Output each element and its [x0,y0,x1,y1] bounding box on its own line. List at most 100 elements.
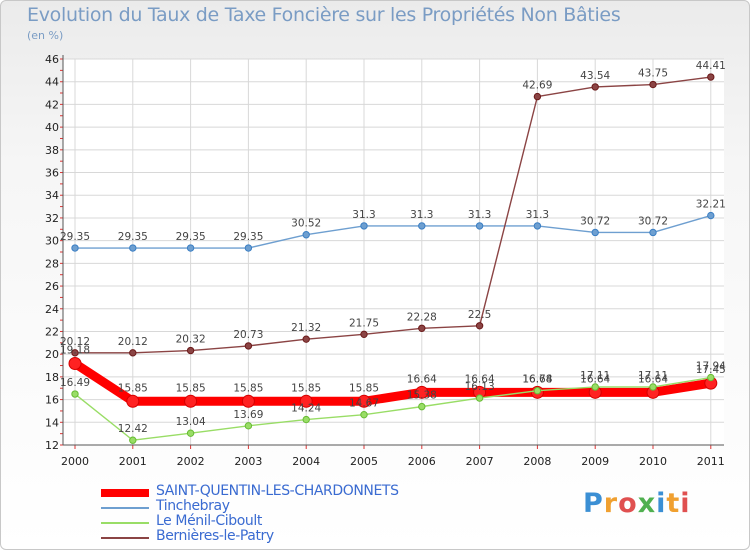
data-label: 14.24 [291,403,321,415]
legend-label: Tinchebray [156,498,230,514]
legend-item-tinchebray[interactable]: Tinchebray [101,498,461,516]
data-point [360,410,368,419]
data-label: 20.32 [176,334,206,346]
data-point [475,394,484,402]
data-point [591,383,599,391]
data-point [418,222,426,230]
data-point [129,349,137,357]
y-tick-label: 46 [45,53,59,66]
data-label: 13.04 [176,416,206,428]
data-point [533,92,542,101]
series-line [70,358,716,406]
x-tick-label: 2007 [466,455,494,468]
data-label: 22.5 [468,309,491,321]
data-point [357,394,371,408]
data-point [244,244,253,252]
data-label: 22.28 [407,311,437,323]
series-line [74,76,712,354]
data-label: 31.3 [526,209,549,221]
data-label: 21.32 [291,322,321,334]
data-point [302,231,310,239]
legend: SAINT-QUENTIN-LES-CHARDONNETS Tinchebray… [101,483,461,546]
data-point [126,394,140,408]
legend-label: SAINT-QUENTIN-LES-CHARDONNETS [156,483,399,499]
data-point [244,422,253,430]
data-point [71,244,79,252]
data-label: 15.38 [407,390,437,402]
data-label: 16.49 [60,377,90,389]
y-tick-label: 28 [45,257,59,270]
data-point [415,385,429,399]
data-point [591,83,599,91]
chart-title: Evolution du Taux de Taxe Foncière sur l… [27,4,621,26]
data-label: 44.41 [696,60,726,72]
x-tick-label: 2003 [234,455,262,468]
legend-label: Bernières-le-Patry [156,528,274,544]
data-label: 16.64 [465,373,495,385]
data-label: 16.64 [407,373,437,385]
data-label: 16.78 [522,374,552,386]
data-point [707,211,715,220]
data-point [129,244,137,252]
data-point [244,342,253,350]
data-label: 20.12 [118,336,148,348]
data-label: 29.35 [176,231,206,243]
proxiti-logo: Proxiti [583,488,691,519]
data-label: 30.72 [580,215,610,227]
data-label: 43.75 [638,68,668,80]
x-tick-label: 2009 [581,455,609,468]
data-point [360,222,368,230]
y-tick-label: 12 [45,439,59,452]
data-point [649,228,657,237]
data-label: 16.64 [522,373,552,385]
y-tick-label: 44 [45,76,59,89]
x-tick-label: 2002 [177,455,205,468]
legend-item-saint-quentin[interactable]: SAINT-QUENTIN-LES-CHARDONNETS [101,483,461,501]
data-label: 17.11 [638,370,668,382]
legend-item-bernieres-le-patry[interactable]: Bernières-le-Patry [101,528,461,546]
legend-swatch [101,489,149,497]
data-label: 31.3 [468,209,491,221]
data-point [707,73,715,81]
data-label: 19.18 [60,344,90,356]
data-point [475,322,484,330]
data-label: 31.3 [352,209,375,221]
data-label: 29.35 [118,231,148,243]
y-axis-unit: (en %) [27,29,64,42]
data-label: 15.85 [176,382,206,394]
legend-swatch [101,522,149,524]
x-tick-label: 2008 [523,455,551,468]
data-label: 20.12 [60,336,90,348]
data-label: 20.73 [233,329,263,341]
plot-area [63,59,724,445]
data-label: 15.85 [233,382,263,394]
data-label: 15.85 [349,382,379,394]
data-point [475,222,484,230]
data-point [71,390,79,398]
y-tick-label: 14 [45,416,59,429]
data-label: 16.13 [465,381,495,393]
y-tick-label: 16 [45,394,59,407]
data-label: 15.85 [118,382,148,394]
x-tick-label: 2005 [350,455,378,468]
data-point [186,244,195,252]
legend-item-le-menil-ciboult[interactable]: Le Ménil-Ciboult [101,513,461,531]
data-point [360,330,368,339]
data-label: 16.64 [580,373,610,385]
x-tick-label: 2010 [639,455,667,468]
data-point [299,394,313,408]
data-point [186,429,195,437]
data-label: 17.11 [580,370,610,382]
legend-swatch [101,537,149,539]
x-tick-label: 2011 [697,455,725,468]
y-tick-label: 42 [45,98,59,111]
y-tick-label: 24 [45,303,59,316]
data-point [302,335,310,343]
data-label: 14.67 [349,398,379,410]
data-label: 15.85 [291,382,321,394]
y-tick-label: 36 [45,167,59,180]
y-tick-label: 26 [45,280,59,293]
data-label: 12.42 [118,423,148,435]
data-point [184,394,198,408]
